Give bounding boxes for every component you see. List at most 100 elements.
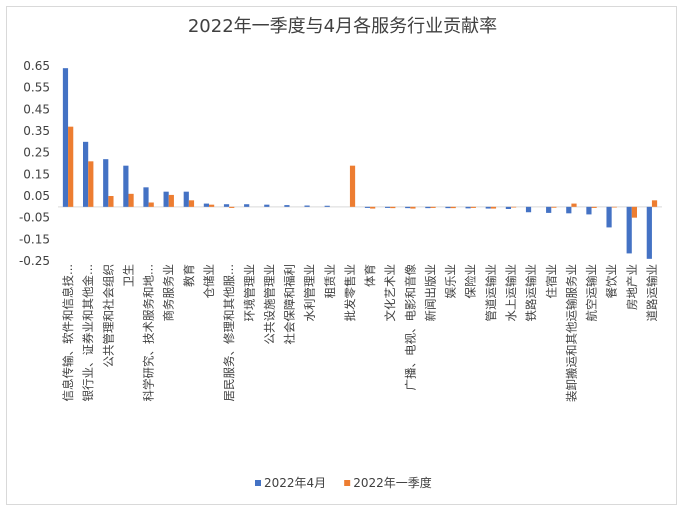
bar-2022-apr — [405, 206, 411, 209]
y-tick-label: 0.15 — [23, 167, 50, 181]
x-tick-label: 体育 — [363, 264, 377, 287]
legend-swatch — [255, 480, 261, 486]
bar-2022-q1 — [229, 206, 235, 208]
y-axis-ticks: 0.65 0.55 0.45 0.35 0.25 0.15 0.05 -0.05 -0.15 -0… — [19, 59, 50, 268]
x-tick-label: 新闻出版业 — [423, 264, 437, 322]
bar-2022-q1 — [511, 206, 517, 208]
chart-title: 2022年一季度与4月各服务行业贡献率 — [187, 16, 498, 37]
bar-2022-apr — [284, 205, 290, 207]
x-tick-label: 环境管理业 — [242, 264, 256, 322]
x-tick-label: 公共设施管理业 — [262, 264, 276, 345]
x-tick-label: 餐饮业 — [605, 264, 619, 299]
bar-2022-apr — [264, 204, 270, 207]
x-tick-label: 银行业、证券业和其他金... — [81, 264, 95, 401]
bar-2022-q1 — [168, 194, 174, 207]
bar-2022-apr — [485, 206, 491, 209]
bar-2022-apr — [123, 165, 129, 207]
x-tick-label: 文化艺术业 — [383, 264, 397, 322]
y-tick-label: 0.35 — [23, 124, 50, 138]
x-tick-label: 住宿业 — [544, 264, 558, 299]
bar-2022-apr — [364, 206, 371, 208]
y-tick-label: 0.55 — [23, 81, 50, 95]
x-axis-labels: 信息传输、软件和信息技... 银行业、证券业和其他金... 公共管理和社会组织 卫生科… — [61, 264, 659, 402]
x-tick-label: 保险业 — [464, 264, 478, 299]
bar-2022-q1 — [651, 200, 658, 207]
x-tick-label: 居民服务、修理和其他服... — [222, 264, 236, 401]
bar-2022-q1 — [349, 165, 356, 207]
bar-2022-q1 — [148, 202, 154, 207]
bar-2022-apr — [143, 187, 149, 207]
bar-2022-apr — [304, 205, 310, 207]
bar-2022-apr — [606, 206, 612, 228]
x-tick-label: 广播、电视、电影和音像 — [403, 264, 417, 391]
bar-2022-q1 — [390, 206, 396, 209]
bar-2022-apr — [425, 206, 431, 209]
x-tick-label: 装卸搬运和其他运输服务业 — [564, 264, 578, 402]
x-tick-label: 铁路运输业 — [524, 264, 538, 322]
bar-2022-apr — [385, 206, 391, 208]
x-tick-label: 水利管理业 — [303, 264, 317, 322]
bar-2022-q1 — [68, 126, 74, 207]
x-tick-label: 公共管理和社会组织 — [101, 264, 115, 368]
bar-2022-apr — [626, 206, 632, 254]
bar-2022-apr — [203, 203, 209, 207]
x-tick-label: 房地产业 — [625, 264, 639, 310]
bar-2022-q1 — [430, 206, 436, 208]
bar-series — [62, 68, 658, 259]
bar-2022-q1 — [108, 196, 114, 207]
bar-2022-apr — [445, 206, 451, 209]
bar-2022-apr — [183, 191, 189, 207]
bar-2022-q1 — [551, 206, 557, 208]
x-tick-label: 科学研究、技术服务和地... — [142, 264, 156, 401]
bar-2022-apr — [525, 206, 532, 213]
bar-2022-apr — [586, 206, 592, 215]
bar-2022-apr — [163, 191, 169, 207]
bar-2022-q1 — [490, 206, 497, 209]
x-tick-label: 教育 — [182, 264, 196, 287]
bar-2022-q1 — [470, 206, 476, 208]
y-tick-label: -0.25 — [19, 254, 50, 268]
x-tick-label: 社会保障和福利 — [283, 264, 297, 345]
bar-2022-apr — [646, 206, 652, 259]
bar-2022-apr — [83, 141, 89, 207]
bar-2022-apr — [566, 206, 572, 214]
bar-2022-q1 — [370, 206, 376, 209]
x-tick-label: 水上运输业 — [504, 264, 518, 322]
bar-2022-q1 — [188, 200, 195, 207]
y-tick-label: -0.15 — [19, 232, 50, 246]
x-tick-label: 批发零售业 — [343, 264, 357, 322]
x-tick-label: 管道运输业 — [484, 264, 498, 322]
x-tick-label: 航空运输业 — [585, 264, 599, 322]
x-tick-label: 仓储业 — [202, 264, 216, 299]
x-tick-label: 道路运输业 — [645, 264, 659, 322]
y-tick-label: 0.25 — [23, 146, 50, 160]
bar-2022-q1 — [611, 206, 617, 208]
x-tick-label: 信息传输、软件和信息技... — [61, 264, 75, 401]
bar-2022-apr — [465, 206, 471, 209]
bar-2022-q1 — [410, 206, 416, 209]
bar-2022-apr — [505, 206, 511, 209]
bar-2022-q1 — [88, 161, 94, 207]
y-tick-label: 0.05 — [23, 189, 50, 203]
y-tick-label: 0.65 — [23, 59, 50, 73]
legend: 2022年4月 2022年一季度 — [255, 475, 432, 490]
x-tick-label: 娱乐业 — [444, 264, 458, 299]
bar-2022-apr — [103, 159, 109, 207]
bar-2022-q1 — [450, 206, 456, 209]
bar-2022-apr — [546, 206, 552, 213]
y-tick-label: 0.45 — [23, 102, 50, 116]
chart-frame — [6, 6, 677, 505]
x-tick-label: 租赁业 — [323, 264, 337, 299]
x-tick-label: 商务服务业 — [162, 264, 176, 322]
bar-2022-apr — [244, 204, 250, 207]
legend-swatch — [344, 480, 351, 486]
bar-2022-apr — [223, 204, 230, 207]
bar-2022-apr — [324, 205, 330, 207]
bar-2022-q1 — [591, 206, 597, 208]
legend-label: 2022年一季度 — [353, 475, 432, 490]
y-tick-label: -0.05 — [19, 211, 50, 225]
bar-2022-q1 — [571, 203, 577, 207]
bar-2022-apr — [62, 68, 69, 207]
bar-2022-q1 — [128, 193, 134, 207]
